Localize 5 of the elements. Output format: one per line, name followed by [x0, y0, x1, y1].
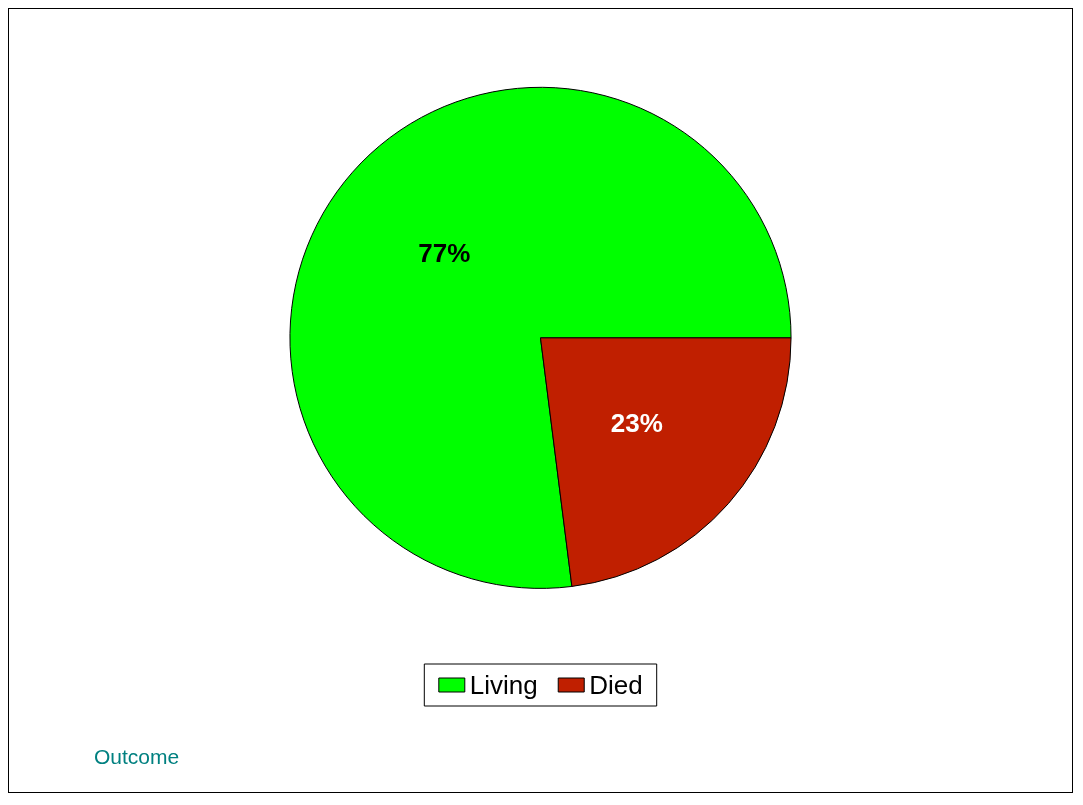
- data-label: 23%: [610, 407, 663, 438]
- legend-label: Living: [469, 670, 538, 700]
- legend-label: Died: [589, 670, 643, 700]
- data-label: 77%: [418, 238, 471, 269]
- text: Outcome: [94, 745, 180, 768]
